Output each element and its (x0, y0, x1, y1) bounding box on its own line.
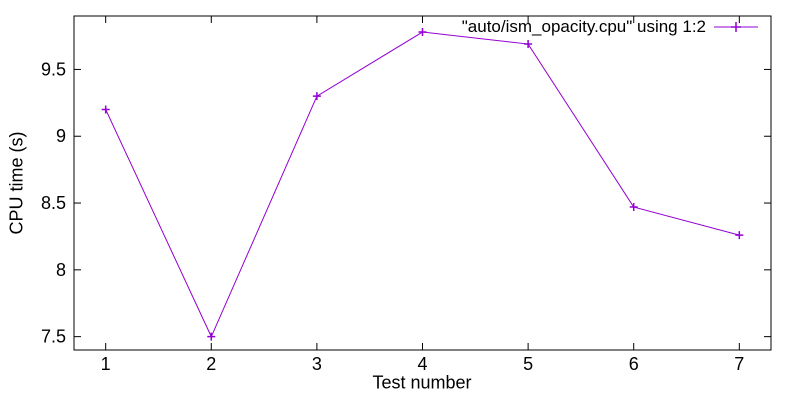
x-tick-label: 4 (417, 354, 427, 374)
x-tick-label: 3 (312, 354, 322, 374)
plot-border (73, 15, 772, 351)
y-tick-label: 8 (56, 260, 66, 280)
legend-plus-marker-icon (731, 22, 741, 32)
data-point-marker (629, 203, 638, 212)
y-axis-title: CPU time (s) (6, 131, 27, 235)
legend-line-sample-icon (714, 22, 758, 32)
data-point-marker (207, 332, 216, 341)
y-tick-label: 9 (56, 126, 66, 146)
x-tick-label: 5 (523, 354, 533, 374)
data-line (105, 31, 740, 338)
x-tick-label: 1 (101, 354, 111, 374)
x-axis-title: Test number (372, 372, 472, 393)
data-point-marker (524, 40, 533, 49)
x-tick-label: 6 (629, 354, 639, 374)
y-tick-label: 8.5 (41, 193, 66, 213)
data-point-marker (418, 28, 427, 37)
y-tick-label: 9.5 (41, 59, 66, 79)
legend-series-label: "auto/ism_opacity.cpu" using 1:2 (461, 17, 706, 36)
x-tick-label: 2 (206, 354, 216, 374)
data-point-marker (312, 92, 321, 101)
data-point-marker (101, 105, 110, 114)
x-tick-label: 7 (734, 354, 744, 374)
legend: "auto/ism_opacity.cpu" using 1:2 (462, 16, 758, 38)
y-tick-label: 7.5 (41, 327, 66, 347)
data-point-marker (735, 231, 744, 240)
